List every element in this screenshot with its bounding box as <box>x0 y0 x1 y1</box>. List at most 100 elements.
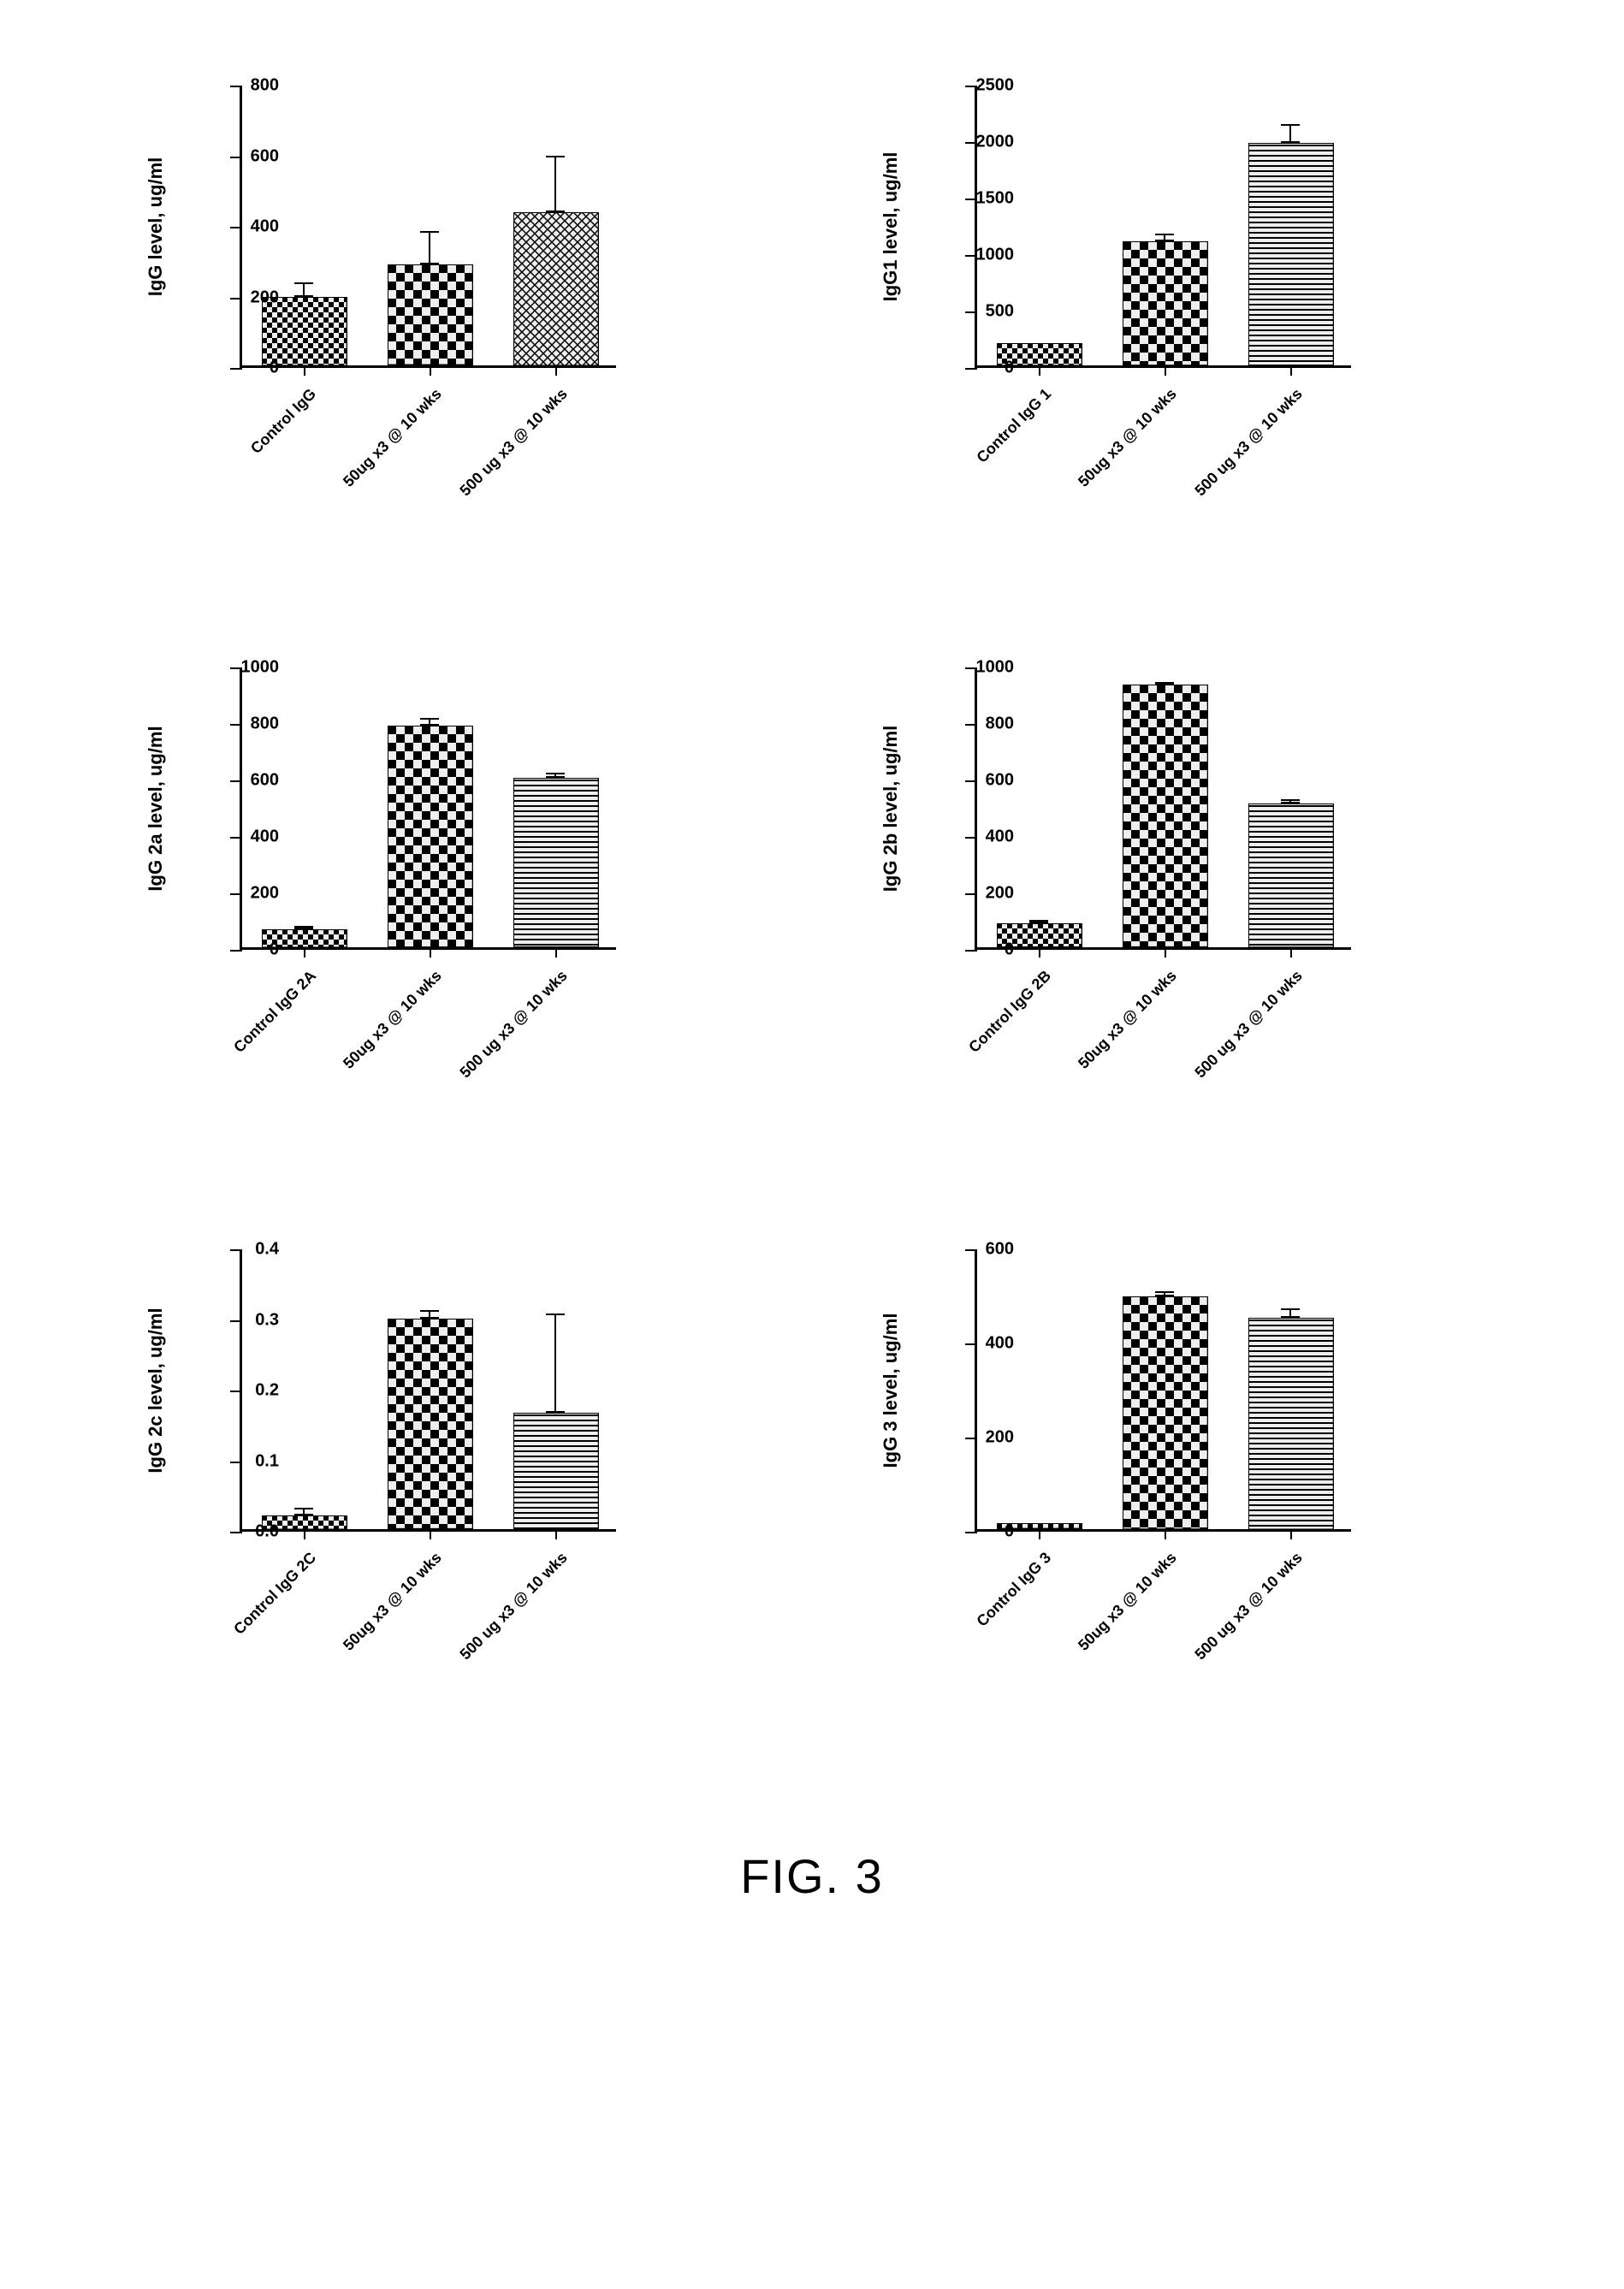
y-tick <box>965 893 977 895</box>
error-bar <box>554 1314 556 1413</box>
bar <box>1248 804 1334 947</box>
y-tick <box>965 724 977 726</box>
x-tick <box>555 1529 557 1539</box>
y-tick <box>965 950 977 952</box>
x-tick <box>1165 1529 1166 1539</box>
error-bar <box>1038 920 1040 923</box>
plot-area <box>975 667 1351 950</box>
y-tick <box>230 1320 242 1322</box>
x-tick <box>555 947 557 958</box>
chart-igg: IgG level, ug/ml 0200400600800Control Ig… <box>137 68 667 548</box>
x-tick <box>304 947 305 958</box>
y-tick-label: 800 <box>251 715 279 734</box>
chart-igg2a: IgG 2a level, ug/ml 02004006008001000Con… <box>137 650 667 1130</box>
error-bar <box>1164 234 1165 241</box>
y-tick <box>965 311 977 313</box>
y-tick-label: 0.3 <box>255 1310 279 1330</box>
error-bar <box>554 156 556 212</box>
y-tick-label: 2500 <box>976 76 1015 96</box>
error-bar <box>429 1310 430 1319</box>
y-tick <box>230 368 242 370</box>
y-tick-label: 0 <box>1005 1522 1014 1542</box>
plot-area <box>975 86 1351 368</box>
y-tick <box>230 227 242 228</box>
x-tick <box>304 365 305 376</box>
x-category-label: 500 ug x3 @ 10 wks <box>456 967 571 1082</box>
y-tick <box>965 1438 977 1439</box>
y-tick-label: 400 <box>986 827 1014 847</box>
error-bar <box>1164 1291 1165 1296</box>
x-tick <box>1290 365 1292 376</box>
bar <box>1123 685 1208 947</box>
y-tick-label: 0 <box>270 359 279 378</box>
y-tick <box>230 950 242 952</box>
y-tick <box>230 1462 242 1463</box>
y-tick-label: 200 <box>251 884 279 904</box>
chart-igg2b: IgG 2b level, ug/ml 02004006008001000Con… <box>872 650 1402 1130</box>
error-bar <box>429 718 430 726</box>
plot-area <box>240 667 616 950</box>
y-tick-label: 600 <box>986 1240 1014 1260</box>
y-tick-label: 0.2 <box>255 1381 279 1401</box>
plot-area <box>240 86 616 368</box>
x-tick <box>1165 947 1166 958</box>
y-tick-label: 200 <box>986 1428 1014 1448</box>
y-axis-label: IgG level, ug/ml <box>145 157 167 297</box>
y-tick-label: 600 <box>986 771 1014 791</box>
x-category-label: 50ug x3 @ 10 wks <box>340 385 445 490</box>
x-tick <box>1039 947 1040 958</box>
y-tick-label: 1000 <box>976 658 1015 678</box>
y-tick <box>230 1391 242 1392</box>
x-tick <box>304 1529 305 1539</box>
y-tick <box>230 298 242 299</box>
bar <box>388 1319 473 1529</box>
y-tick-label: 400 <box>251 827 279 847</box>
y-tick <box>965 780 977 782</box>
y-tick-label: 800 <box>251 76 279 96</box>
x-category-label: Control IgG 3 <box>974 1549 1055 1630</box>
y-axis-label: IgG 2b level, ug/ml <box>880 726 902 892</box>
y-axis-label: IgG 2a level, ug/ml <box>145 726 167 891</box>
y-tick <box>230 1249 242 1251</box>
x-tick <box>1039 365 1040 376</box>
y-tick-label: 1500 <box>976 189 1015 209</box>
error-bar <box>554 773 556 778</box>
y-tick-label: 0 <box>270 940 279 960</box>
y-tick <box>230 780 242 782</box>
y-tick <box>230 1532 242 1533</box>
y-tick-label: 0 <box>1005 940 1014 960</box>
bar <box>1123 1296 1208 1529</box>
y-tick <box>965 1249 977 1251</box>
y-tick <box>230 724 242 726</box>
y-tick <box>965 1343 977 1345</box>
y-tick-label: 500 <box>986 302 1014 322</box>
x-tick <box>1039 1529 1040 1539</box>
x-category-label: 500 ug x3 @ 10 wks <box>1191 385 1306 500</box>
x-category-label: 50ug x3 @ 10 wks <box>1075 967 1180 1072</box>
bar <box>513 778 599 947</box>
error-bar <box>1289 1308 1291 1318</box>
x-tick <box>1165 365 1166 376</box>
x-category-label: Control IgG 1 <box>974 385 1055 466</box>
error-bar <box>303 926 305 928</box>
x-tick <box>430 1529 431 1539</box>
y-tick-label: 2000 <box>976 133 1015 152</box>
y-tick-label: 800 <box>986 715 1014 734</box>
y-tick <box>230 893 242 895</box>
x-category-label: 500 ug x3 @ 10 wks <box>1191 967 1306 1082</box>
x-tick <box>1290 1529 1292 1539</box>
error-bar <box>303 1508 305 1515</box>
y-tick <box>230 157 242 158</box>
plot-area <box>240 1249 616 1532</box>
x-category-label: Control IgG 2C <box>231 1549 321 1639</box>
y-tick-label: 1000 <box>241 658 280 678</box>
x-tick <box>555 365 557 376</box>
y-tick-label: 0.1 <box>255 1451 279 1471</box>
bar <box>388 726 473 947</box>
y-tick-label: 200 <box>986 884 1014 904</box>
x-category-label: 50ug x3 @ 10 wks <box>1075 1549 1180 1654</box>
y-tick <box>230 837 242 839</box>
error-bar <box>303 282 305 297</box>
bar <box>513 1413 599 1529</box>
x-category-label: Control IgG <box>247 385 320 458</box>
